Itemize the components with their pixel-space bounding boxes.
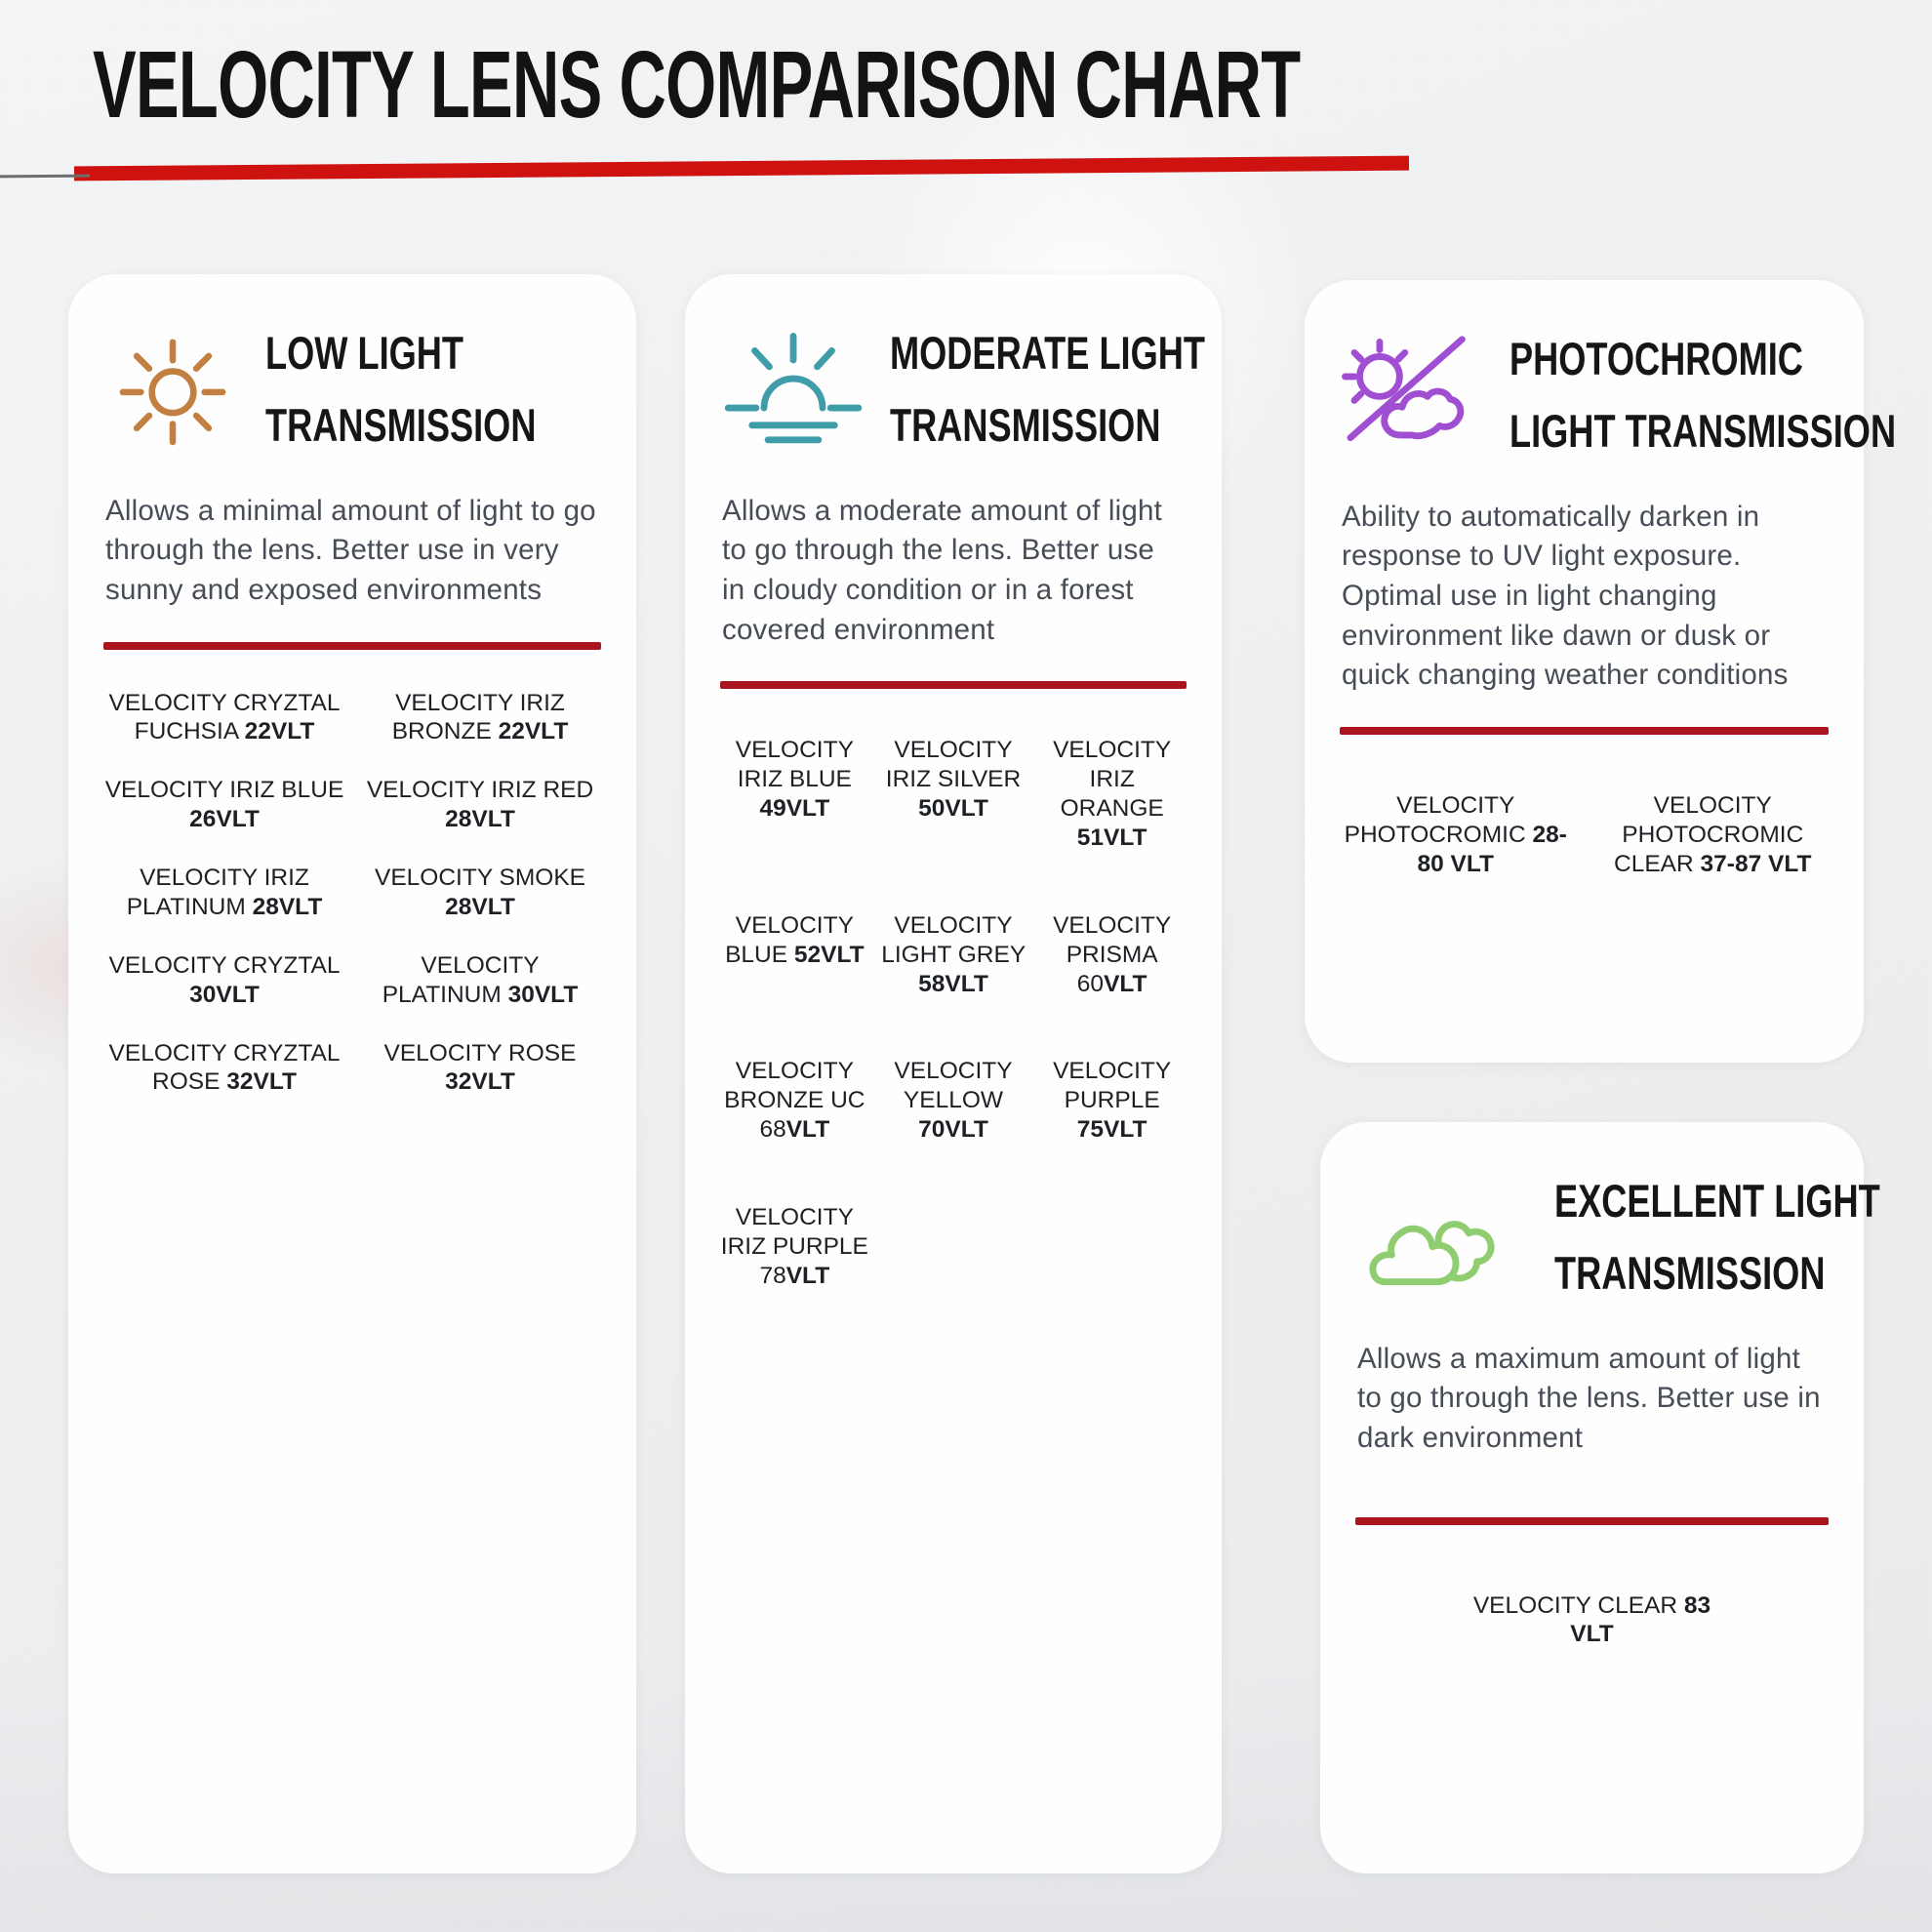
lens-item: VELOCITY IRIZ PLATINUM 28VLT bbox=[103, 850, 345, 922]
card-excellent-lens-grid: VELOCITY CLEAR 83 VLT bbox=[1355, 1578, 1829, 1650]
lens-item: VELOCITY LIGHT GREY 58VLT bbox=[879, 898, 1028, 999]
lens-label: VELOCITY IRIZ ORANGE 51VLT bbox=[1053, 737, 1172, 851]
lens-label: VELOCITY PRISMA 60VLT bbox=[1053, 911, 1172, 997]
lens-label: VELOCITY IRIZ SILVER 50VLT bbox=[885, 737, 1022, 823]
lens-label: VELOCITY PLATINUM 30VLT bbox=[382, 951, 579, 1008]
lens-item: VELOCITY IRIZ SILVER 50VLT bbox=[879, 722, 1028, 853]
sun-icon bbox=[103, 320, 242, 459]
lens-item: VELOCITY PLATINUM 30VLT bbox=[359, 938, 601, 1010]
lens-label: VELOCITY YELLOW 70VLT bbox=[894, 1058, 1013, 1144]
lens-item: VELOCITY IRIZ BLUE 49VLT bbox=[720, 722, 869, 853]
sun-cloud-slash-icon bbox=[1340, 327, 1486, 463]
lens-item: VELOCITY CRYZTAL 30VLT bbox=[103, 938, 345, 1010]
lens-label: VELOCITY PHOTOCROMIC CLEAR 37-87 VLT bbox=[1614, 792, 1812, 877]
card-photo-divider bbox=[1340, 727, 1829, 736]
lens-item: VELOCITY IRIZ ORANGE 51VLT bbox=[1037, 722, 1187, 853]
lens-label: VELOCITY ROSE 32VLT bbox=[383, 1039, 577, 1096]
card-low-header: LOW LIGHT TRANSMISSION bbox=[103, 317, 601, 463]
lens-item: VELOCITY IRIZ RED 28VLT bbox=[359, 762, 601, 834]
lens-label: VELOCITY IRIZ PLATINUM 28VLT bbox=[126, 865, 323, 920]
card-photochromic: PHOTOCHROMIC LIGHT TRANSMISSION Ability … bbox=[1305, 280, 1896, 1063]
card-low-title: LOW LIGHT TRANSMISSION bbox=[265, 327, 537, 452]
lens-item: VELOCITY PURPLE 75VLT bbox=[1037, 1043, 1187, 1145]
lens-item: VELOCITY SMOKE 28VLT bbox=[359, 850, 601, 922]
card-low-description: Allows a minimal amount of light to go t… bbox=[105, 494, 596, 606]
card-excellent-divider bbox=[1355, 1516, 1829, 1525]
card-moderate-header: MODERATE LIGHT TRANSMISSION bbox=[720, 317, 1205, 463]
lens-item: VELOCITY BLUE 52VLT bbox=[720, 898, 869, 999]
card-low-divider bbox=[103, 641, 601, 650]
lens-item: VELOCITY IRIZ PURPLE 78VLT bbox=[720, 1189, 869, 1291]
lens-item: VELOCITY PHOTOCROMIC CLEAR 37-87 VLT bbox=[1597, 778, 1830, 879]
card-photo-description: Ability to automatically darken in respo… bbox=[1342, 500, 1789, 692]
card-low-lens-grid: VELOCITY CRYZTAL FUCHSIA 22VLT VELOCITY … bbox=[103, 675, 601, 1098]
lens-label: VELOCITY IRIZ BLUE 26VLT bbox=[104, 777, 344, 833]
lens-label: VELOCITY SMOKE 28VLT bbox=[374, 865, 586, 920]
lens-label: VELOCITY CRYZTAL ROSE 32VLT bbox=[108, 1039, 341, 1096]
lens-label: VELOCITY BRONZE UC 68VLT bbox=[724, 1058, 865, 1144]
card-excellent-description: Allows a maximum amount of light to go t… bbox=[1357, 1342, 1821, 1454]
card-low-light: LOW LIGHT TRANSMISSION Allows a minimal … bbox=[68, 274, 636, 1873]
lens-label: VELOCITY BLUE 52VLT bbox=[725, 911, 865, 968]
card-moderate-light: MODERATE LIGHT TRANSMISSION Allows a mod… bbox=[685, 274, 1222, 1873]
card-moderate-description: Allows a moderate amount of light to go … bbox=[722, 494, 1162, 646]
lens-label: VELOCITY PURPLE 75VLT bbox=[1053, 1058, 1172, 1144]
card-photo-lens-grid: VELOCITY PHOTOCROMIC 28-80 VLT VELOCITY … bbox=[1340, 778, 1829, 879]
page-title: VELOCITY LENS COMPARISON CHART bbox=[93, 31, 1301, 138]
lens-item: VELOCITY PHOTOCROMIC 28-80 VLT bbox=[1340, 778, 1572, 879]
card-moderate-title: MODERATE LIGHT TRANSMISSION bbox=[890, 327, 1206, 452]
lens-item: VELOCITY BRONZE UC 68VLT bbox=[720, 1043, 869, 1145]
lens-item: VELOCITY IRIZ BLUE 26VLT bbox=[103, 762, 345, 834]
lens-item: VELOCITY PRISMA 60VLT bbox=[1037, 898, 1187, 999]
sunrise-icon bbox=[720, 322, 866, 457]
lens-item: VELOCITY ROSE 32VLT bbox=[359, 1026, 601, 1098]
clouds-icon bbox=[1355, 1176, 1531, 1299]
card-excellent-header: EXCELLENT LIGHT TRANSMISSION bbox=[1355, 1165, 1880, 1310]
card-excellent-light: EXCELLENT LIGHT TRANSMISSION Allows a ma… bbox=[1320, 1122, 1880, 1873]
lens-item: VELOCITY CRYZTAL FUCHSIA 22VLT bbox=[103, 675, 345, 747]
card-moderate-divider bbox=[720, 681, 1187, 690]
lens-item: VELOCITY YELLOW 70VLT bbox=[879, 1043, 1028, 1145]
lens-label: VELOCITY LIGHT GREY 58VLT bbox=[881, 911, 1026, 997]
lens-label: VELOCITY IRIZ PURPLE 78VLT bbox=[720, 1204, 868, 1289]
card-moderate-lens-grid: VELOCITY IRIZ BLUE 49VLT VELOCITY IRIZ S… bbox=[720, 722, 1187, 1290]
lens-label: VELOCITY IRIZ BLUE 49VLT bbox=[735, 737, 854, 823]
lens-item: VELOCITY CLEAR 83 VLT bbox=[1355, 1578, 1829, 1650]
lens-label: VELOCITY CLEAR 83 VLT bbox=[1472, 1591, 1711, 1648]
lens-item: VELOCITY CRYZTAL ROSE 32VLT bbox=[103, 1026, 345, 1098]
lens-item: VELOCITY IRIZ BRONZE 22VLT bbox=[359, 675, 601, 747]
lens-label: VELOCITY PHOTOCROMIC 28-80 VLT bbox=[1344, 792, 1567, 877]
card-excellent-title: EXCELLENT LIGHT TRANSMISSION bbox=[1554, 1175, 1880, 1300]
card-photo-header: PHOTOCHROMIC LIGHT TRANSMISSION bbox=[1340, 323, 1896, 468]
lens-label: VELOCITY IRIZ RED 28VLT bbox=[366, 777, 594, 833]
lens-label: VELOCITY CRYZTAL FUCHSIA 22VLT bbox=[108, 689, 341, 745]
card-photo-title: PHOTOCHROMIC LIGHT TRANSMISSION bbox=[1509, 333, 1897, 458]
lens-label: VELOCITY IRIZ BRONZE 22VLT bbox=[391, 689, 569, 745]
lens-label: VELOCITY CRYZTAL 30VLT bbox=[108, 951, 341, 1008]
